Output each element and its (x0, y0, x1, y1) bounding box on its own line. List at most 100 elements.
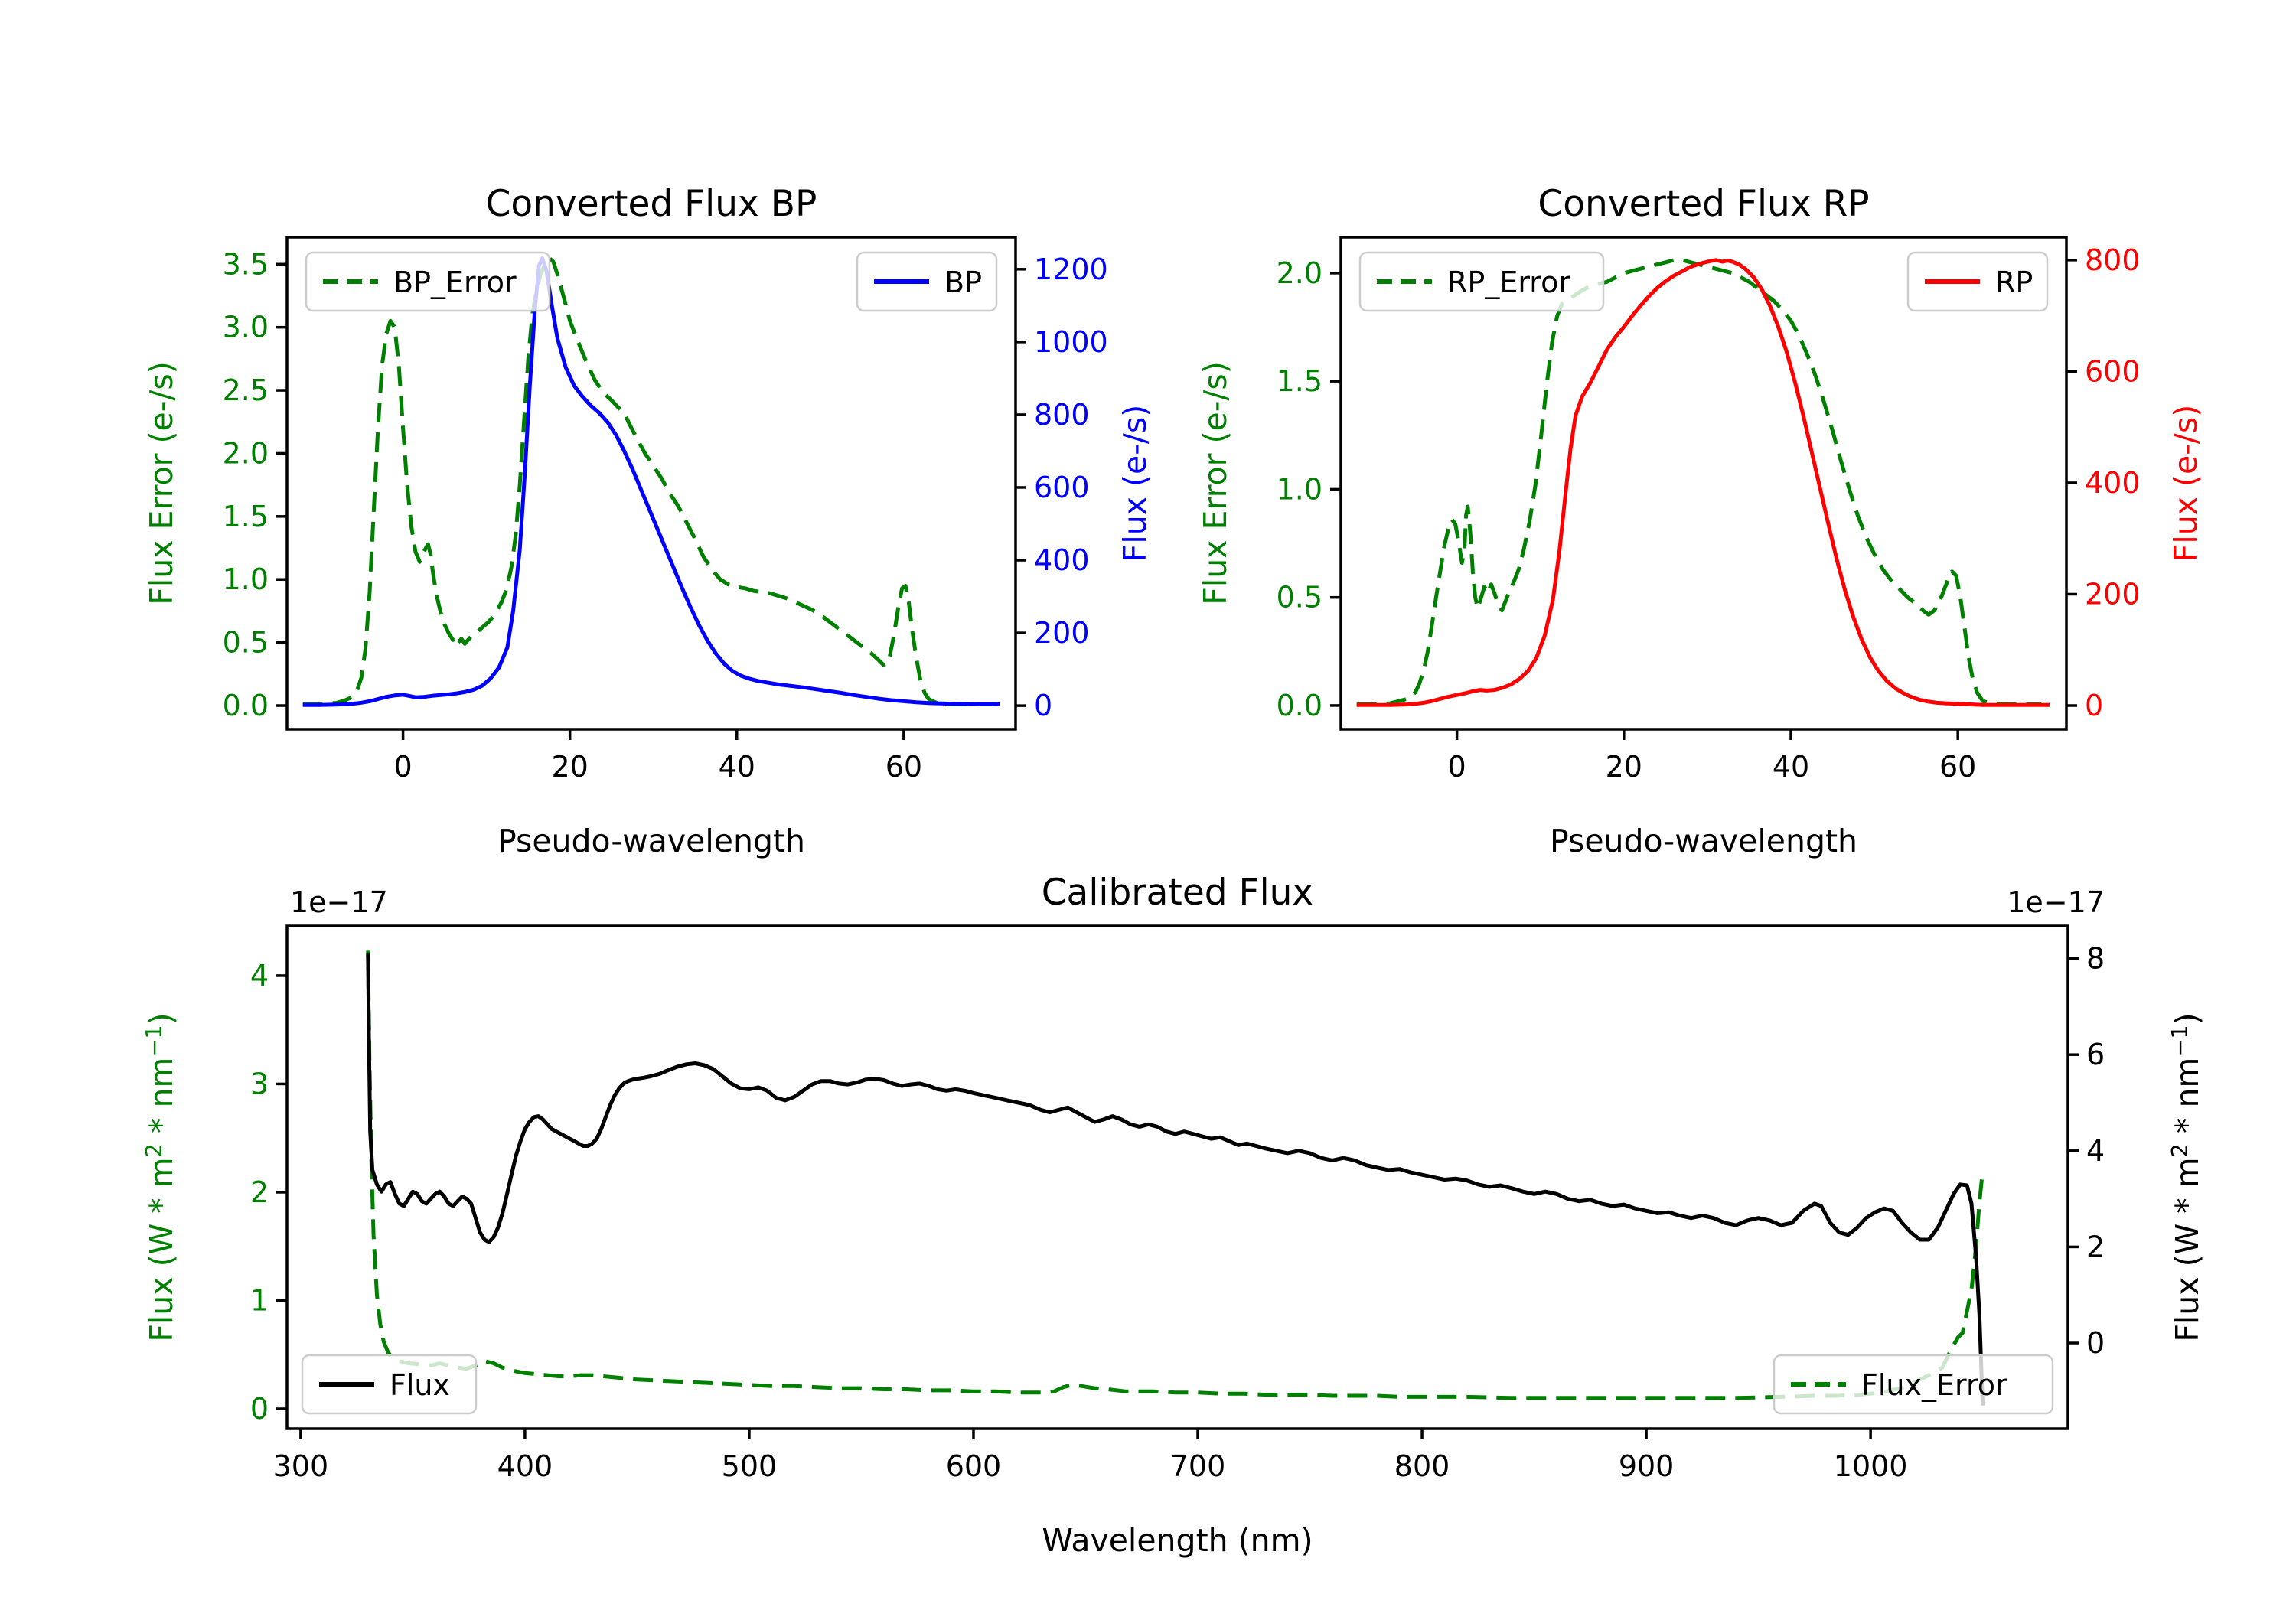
y-tick-label-left: 2.5 (223, 373, 269, 407)
x-tick-label: 600 (946, 1449, 1002, 1483)
x-tick-label: 40 (1773, 750, 1809, 784)
x-axis-label: Pseudo-wavelength (1550, 823, 1857, 859)
legend-box (301, 1354, 478, 1415)
y-tick-label-right: 2 (2086, 1230, 2105, 1263)
plot-area-converted-flux-bp (302, 256, 1000, 707)
y-tick-label-left: 1.5 (1277, 364, 1322, 398)
x-tick-label: 40 (719, 750, 755, 784)
y-tick-label-left: 0.5 (223, 626, 269, 660)
y-axis-label-segment: * nm (2169, 1058, 2206, 1144)
y-tick-label-left: 0.0 (223, 689, 269, 722)
x-tick-label: 800 (1394, 1449, 1450, 1483)
x-tick-label: 900 (1619, 1449, 1675, 1483)
y-tick-label-left: 1 (250, 1283, 269, 1317)
y-tick-label-left: 0.0 (1277, 689, 1322, 722)
legend-Flux: Flux (301, 1354, 478, 1415)
y-tick-label-left: 4 (250, 959, 269, 993)
y-tick-label-right: 400 (2085, 466, 2141, 500)
series-BP (302, 256, 1000, 707)
x-tick-label: 20 (551, 750, 588, 784)
y-tick-label-right: 800 (2085, 243, 2141, 277)
x-tick-label: 300 (273, 1449, 329, 1483)
y-axis-label-segment: Flux (e-/s) (1117, 405, 1153, 562)
legend-label: BP_Error (393, 266, 517, 299)
y-tick-label-right: 4 (2086, 1134, 2105, 1168)
y-tick-label-left: 2 (250, 1175, 269, 1209)
y-axis-label-segment: Flux (W * m (2169, 1157, 2206, 1341)
y-axis-label-segment: Flux (e-/s) (2167, 405, 2204, 562)
legend-RP: RP (1906, 251, 2049, 312)
y-axis-label-left: Flux Error (e-/s) (1197, 361, 1234, 605)
y-axis-label-segment: Flux Error (e-/s) (143, 361, 180, 605)
y-tick-label-right: 400 (1034, 543, 1090, 577)
legend-BP_Error: BP_Error (305, 251, 551, 312)
legend-box (1773, 1354, 2054, 1415)
x-tick-label: 1000 (1834, 1449, 1908, 1483)
y-tick-label-right: 0 (2085, 689, 2103, 722)
y-tick-label-left: 2.0 (1277, 256, 1322, 290)
y-tick-label-left: 1.0 (223, 562, 269, 596)
axes-spines (285, 236, 1017, 731)
legend-box (1358, 251, 1605, 312)
legend-label: RP_Error (1447, 266, 1570, 299)
series-RP (1356, 258, 2050, 707)
chart-title: Converted Flux BP (486, 183, 817, 225)
legend-label: BP (944, 266, 982, 299)
series-Flux (366, 953, 1985, 1406)
legend-RP_Error: RP_Error (1358, 251, 1605, 312)
chart-title: Converted Flux RP (1538, 183, 1869, 225)
plot-area-converted-flux-rp (1356, 258, 2050, 707)
y-axis-label-left: Flux Error (e-/s) (143, 361, 180, 605)
series-RP_Error (1356, 258, 2042, 706)
y-axis-label-right: Flux (e-/s) (1117, 405, 1153, 562)
axes-spines (285, 924, 2069, 1430)
y-tick-label-right: 8 (2086, 942, 2105, 976)
y-tick-label-right: 1000 (1034, 325, 1108, 359)
offset-text-left: 1e−17 (290, 885, 388, 919)
y-tick-label-right: 200 (1034, 616, 1090, 650)
y-tick-label-left: 0 (250, 1392, 269, 1426)
y-axis-label-segment: 2 (2167, 1143, 2193, 1157)
y-tick-label-left: 3.5 (223, 247, 269, 281)
y-tick-label-right: 0 (1034, 689, 1052, 722)
legend-label: RP (1995, 266, 2033, 299)
legend-Flux_Error: Flux_Error (1773, 1354, 2054, 1415)
y-tick-label-right: 6 (2086, 1038, 2105, 1071)
y-tick-label-right: 0 (2086, 1326, 2105, 1360)
x-tick-label: 60 (1939, 750, 1976, 784)
y-axis-label-segment: −1 (2167, 1025, 2193, 1057)
x-tick-label: 0 (1448, 750, 1466, 784)
x-tick-label: 20 (1606, 750, 1642, 784)
y-tick-label-left: 2.0 (223, 436, 269, 470)
offset-text-right: 1e−17 (2007, 885, 2105, 919)
y-tick-label-left: 3.0 (223, 311, 269, 344)
y-axis-label-segment: Flux Error (e-/s) (1197, 361, 1234, 605)
x-axis-label: Wavelength (nm) (1042, 1522, 1313, 1559)
y-axis-label-left: Flux (W * m2 * nm−1) (141, 1012, 180, 1341)
y-tick-label-left: 1.0 (1277, 472, 1322, 506)
y-tick-label-left: 3 (250, 1067, 269, 1100)
legend-box (305, 251, 551, 312)
y-axis-label-segment: −1 (141, 1025, 167, 1057)
x-axis-label: Pseudo-wavelength (497, 823, 805, 859)
x-tick-label: 60 (885, 750, 922, 784)
x-tick-label: 400 (497, 1449, 553, 1483)
y-tick-label-right: 600 (2085, 354, 2141, 388)
y-tick-label-left: 1.5 (223, 500, 269, 533)
legend-label: Flux_Error (1861, 1368, 2007, 1402)
legend-BP: BP (856, 251, 998, 312)
y-tick-label-right: 200 (2085, 577, 2141, 611)
y-axis-label-right: Flux (e-/s) (2167, 405, 2204, 562)
y-axis-label-segment: 2 (141, 1143, 167, 1157)
series-BP_Error (302, 256, 996, 706)
y-axis-label-segment: * nm (143, 1058, 180, 1144)
y-tick-label-right: 1200 (1034, 253, 1108, 286)
y-tick-label-left: 0.5 (1277, 581, 1322, 614)
x-tick-label: 700 (1170, 1449, 1226, 1483)
y-tick-label-right: 800 (1034, 398, 1090, 432)
x-tick-label: 0 (393, 750, 412, 784)
chart-title: Calibrated Flux (1042, 872, 1314, 914)
y-axis-label-right: Flux (W * m2 * nm−1) (2167, 1012, 2206, 1341)
